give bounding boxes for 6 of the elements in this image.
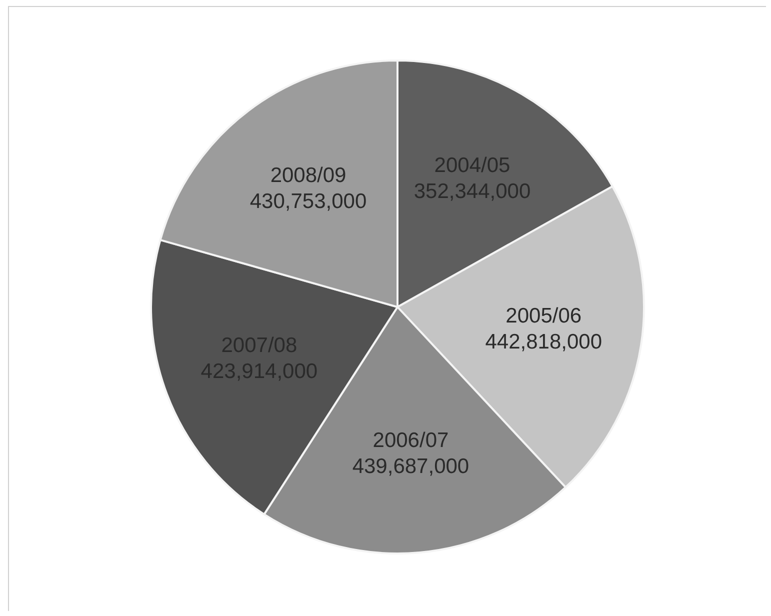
slice-label: 2006/07 <box>372 429 449 452</box>
data-label: 439,687,000 <box>352 455 470 478</box>
slice-label: 2008/09 <box>270 164 346 187</box>
slice-label: 2005/06 <box>506 304 582 328</box>
data-label: 442,818,000 <box>485 330 602 354</box>
data-label: 430,753,000 <box>250 190 367 213</box>
